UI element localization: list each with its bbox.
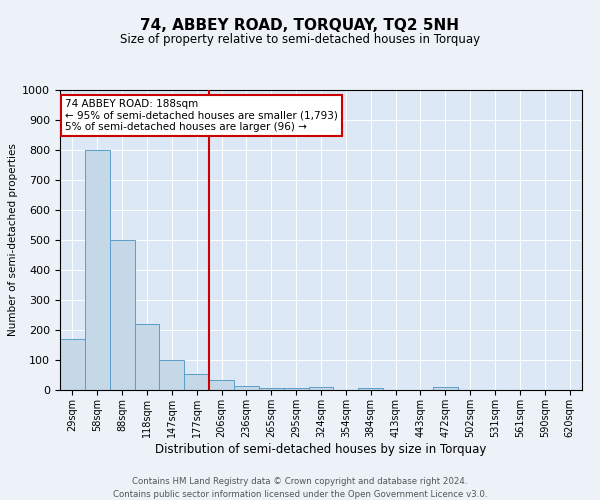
Bar xyxy=(160,360,184,390)
Bar xyxy=(284,388,308,390)
Bar xyxy=(85,150,110,390)
Y-axis label: Number of semi-detached properties: Number of semi-detached properties xyxy=(8,144,18,336)
Bar xyxy=(184,374,209,390)
Text: Size of property relative to semi-detached houses in Torquay: Size of property relative to semi-detach… xyxy=(120,32,480,46)
Bar xyxy=(209,380,234,390)
Bar xyxy=(433,387,458,390)
Bar xyxy=(134,324,160,390)
Text: 74, ABBEY ROAD, TORQUAY, TQ2 5NH: 74, ABBEY ROAD, TORQUAY, TQ2 5NH xyxy=(140,18,460,32)
Text: 74 ABBEY ROAD: 188sqm
← 95% of semi-detached houses are smaller (1,793)
5% of se: 74 ABBEY ROAD: 188sqm ← 95% of semi-deta… xyxy=(65,99,338,132)
Bar xyxy=(308,387,334,390)
Text: Contains HM Land Registry data © Crown copyright and database right 2024.: Contains HM Land Registry data © Crown c… xyxy=(132,478,468,486)
Bar xyxy=(110,240,134,390)
Bar xyxy=(234,386,259,390)
Text: Distribution of semi-detached houses by size in Torquay: Distribution of semi-detached houses by … xyxy=(155,442,487,456)
Bar xyxy=(60,339,85,390)
Text: Contains public sector information licensed under the Open Government Licence v3: Contains public sector information licen… xyxy=(113,490,487,499)
Bar xyxy=(358,388,383,390)
Bar xyxy=(259,388,284,390)
